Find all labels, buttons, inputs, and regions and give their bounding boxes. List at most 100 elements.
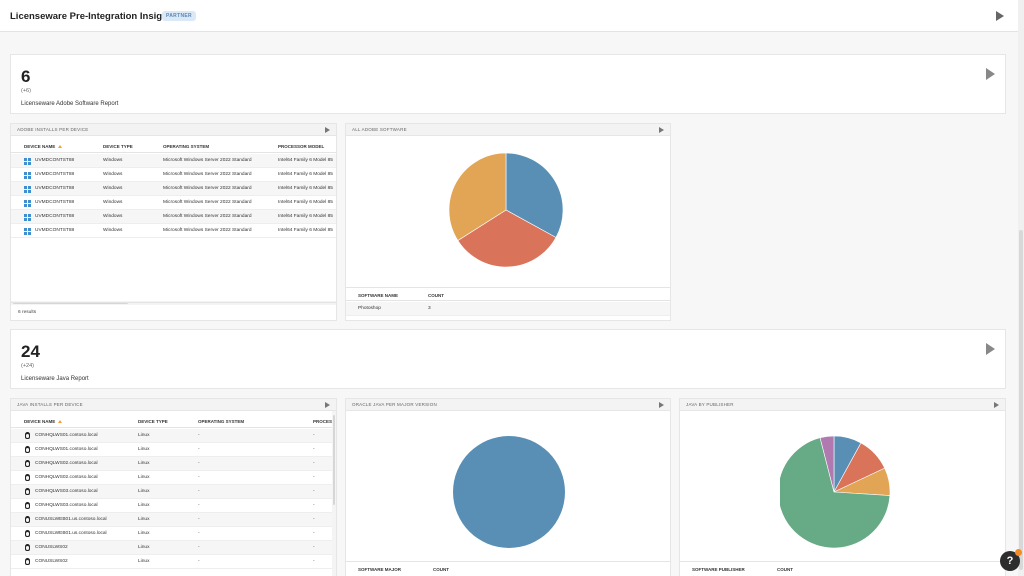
table-row[interactable]: CONUSLWEB01.us.contoso.local Linux - - [11,527,336,541]
panel-header: ORACLE JAVA PER MAJOR VERSION [346,399,670,411]
column-header[interactable]: COUNT [433,567,449,572]
processor-model: - [313,489,315,494]
processor-model: Intel64 Family 6 Model 85 [278,200,333,205]
processor-model: Intel64 Family 6 Model 85 [278,228,333,233]
processor-model: - [313,433,315,438]
horizontal-scrollbar[interactable] [11,301,336,305]
device-name: UVMDCONTST88 [35,200,75,205]
pie-slice[interactable] [819,435,835,493]
play-icon[interactable] [996,11,1004,21]
help-button[interactable]: ? [1000,551,1020,571]
column-header[interactable]: SOFTWARE PUBLISHER [692,567,745,572]
operating-system: Microsoft Windows Server 2022 Standard [163,186,252,191]
table-row[interactable]: UVMDCONTST88 Windows Microsoft Windows Ser… [11,224,336,238]
table-row[interactable]: CONHQLWS01.contoso.local Linux - - [11,443,336,457]
java-publisher-panel: JAVA BY PUBLISHER SOFTWARE PUBLISHER COU… [679,398,1006,576]
play-icon[interactable] [986,68,995,80]
vertical-scrollbar[interactable] [332,411,336,576]
device-type: Windows [103,172,123,177]
sort-asc-icon[interactable] [58,420,63,424]
panel-header: JAVA INSTALLS PER DEVICE [11,399,336,411]
table-footer: 6 results [11,302,336,320]
operating-system: - [198,531,200,536]
column-header[interactable]: SOFTWARE NAME [358,293,398,298]
device-name: CONHQLWS01.contoso.local [35,433,98,438]
linux-icon [25,544,30,551]
device-type: Linux [138,433,150,438]
adobe-kpi-card: 6 (+6) Licenseware Adobe Software Report [10,54,1006,114]
play-icon[interactable] [986,343,995,355]
table-row[interactable]: CONHQLWS02.contoso.local Linux - - [11,457,336,471]
processor-model: Intel64 Family 6 Model 85 [278,158,333,163]
device-type: Windows [103,200,123,205]
processor-model: Intel64 Family 6 Model 85 [278,172,333,177]
page-scrollbar-thumb[interactable] [1019,230,1023,570]
table-row[interactable]: CONHQLWS03.contoso.local Linux - - [11,499,336,513]
panel-header: ADOBE INSTALLS PER DEVICE [11,124,336,136]
column-header[interactable]: OPERATING SYSTEM [163,144,210,149]
column-header[interactable]: DEVICE TYPE [138,419,168,424]
play-icon[interactable] [325,402,330,408]
java-kpi-card: 24 (+24) Licenseware Java Report [10,329,1006,389]
sort-asc-icon[interactable] [58,145,63,149]
device-name: CONUSLWS02 [35,559,68,564]
column-header[interactable]: DEVICE NAME [24,419,63,424]
panel-title: ADOBE INSTALLS PER DEVICE [17,127,89,132]
adobe-software-panel: ALL ADOBE SOFTWARE SOFTWARE NAME COUNT P… [345,123,671,321]
windows-icon [24,185,31,193]
table-row[interactable]: CONUSLWS02 Linux - - [11,555,336,569]
table-row[interactable]: CONHQLWS01.contoso.local Linux - - [11,429,336,443]
kpi-value: 24 [21,342,40,361]
table-row[interactable]: UVMDCONTST88 Windows Microsoft Windows Ser… [11,210,336,224]
processor-model: - [313,545,315,550]
java-major-panel: ORACLE JAVA PER MAJOR VERSION SOFTWARE M… [345,398,671,576]
adobe-installs-panel: ADOBE INSTALLS PER DEVICE DEVICE NAME DE… [10,123,337,321]
column-header[interactable]: COUNT [777,567,793,572]
column-header[interactable]: PROCESS [313,419,336,424]
operating-system: - [198,461,200,466]
table-header: SOFTWARE MAJOR COUNT [346,561,670,575]
device-name: CONHQLWS03.contoso.local [35,503,98,508]
device-name: UVMDCONTST88 [35,172,75,177]
pie-slice[interactable] [453,436,565,548]
device-name: UVMDCONTST88 [35,186,75,191]
column-header[interactable]: PROCESSOR MODEL [278,144,325,149]
play-icon[interactable] [994,402,999,408]
play-icon[interactable] [325,127,330,133]
device-type: Windows [103,186,123,191]
processor-model: - [313,531,315,536]
table-header: DEVICE NAME DEVICE TYPE OPERATING SYSTEM… [11,139,336,153]
pie-slice[interactable] [780,437,891,549]
column-header[interactable]: DEVICE TYPE [103,144,133,149]
device-type: Linux [138,517,150,522]
column-header[interactable]: OPERATING SYSTEM [198,419,245,424]
column-header[interactable]: COUNT [428,293,444,298]
table-row[interactable]: CONHQLWS03.contoso.local Linux - - [11,485,336,499]
table-row[interactable]: CONUSLWEB01.us.contoso.local Linux - - [11,513,336,527]
operating-system: Microsoft Windows Server 2022 Standard [163,158,252,163]
column-header[interactable]: DEVICE NAME [24,144,63,149]
table-row[interactable]: Photoshop 3 [346,302,670,316]
pie-slice[interactable] [457,209,557,268]
device-type: Windows [103,158,123,163]
kpi-delta: (+24) [21,363,34,369]
column-header[interactable]: SOFTWARE MAJOR [358,567,402,572]
table-row[interactable]: UVMDCONTST88 Windows Microsoft Windows Ser… [11,168,336,182]
table-row[interactable]: UVMDCONTST88 Windows Microsoft Windows Ser… [11,196,336,210]
device-name: CONUSLWS02 [35,545,68,550]
table-row[interactable]: UVMDCONTST88 Windows Microsoft Windows Ser… [11,182,336,196]
kpi-label: Licenseware Adobe Software Report [21,101,119,107]
pie-slice[interactable] [505,152,564,238]
operating-system: - [198,517,200,522]
windows-icon [24,157,31,165]
processor-model: - [313,517,315,522]
device-name: CONHQLWS02.contoso.local [35,475,98,480]
table-row[interactable]: UVMDCONTST88 Windows Microsoft Windows Ser… [11,154,336,168]
pie-slice[interactable] [448,152,507,241]
table-row[interactable]: CONUSLWS02 Linux - - [11,541,336,555]
play-icon[interactable] [659,402,664,408]
table-row[interactable]: CONHQLWS02.contoso.local Linux - - [11,471,336,485]
play-icon[interactable] [659,127,664,133]
table-header: SOFTWARE NAME COUNT [346,287,670,301]
device-name: CONHQLWS01.contoso.local [35,447,98,452]
